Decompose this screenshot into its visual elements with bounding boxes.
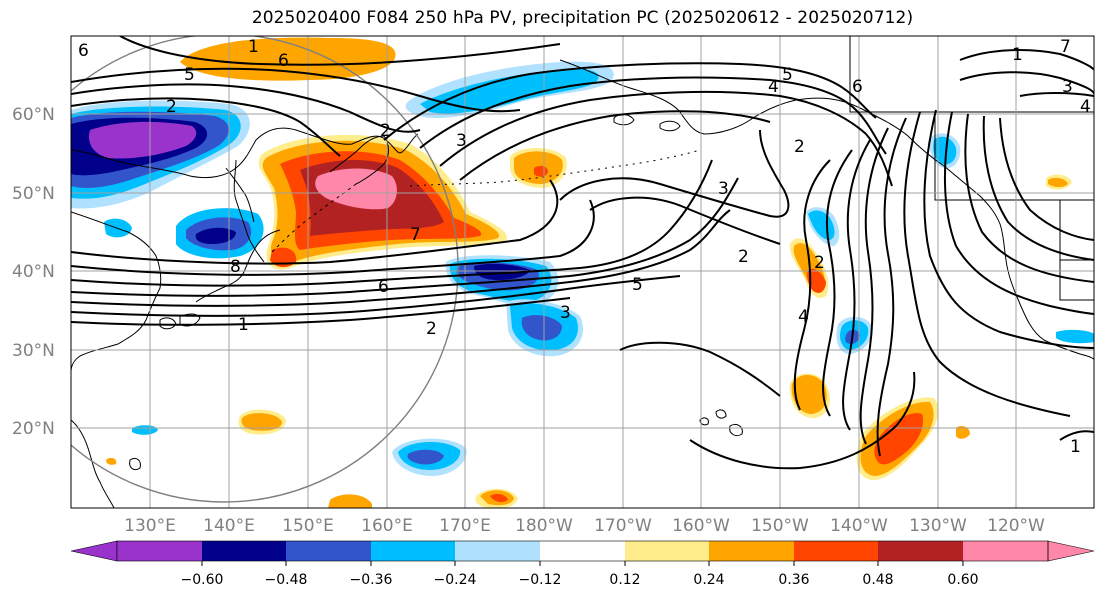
lon-label: 170°E bbox=[439, 516, 491, 536]
contour-label: 2 bbox=[814, 253, 825, 273]
contour-label: 5 bbox=[782, 65, 793, 85]
lon-label: 140°W bbox=[830, 516, 888, 536]
lon-label: 180°W bbox=[515, 516, 573, 536]
lon-label: 150°E bbox=[282, 516, 334, 536]
colorbar-tick: −0.36 bbox=[350, 572, 393, 588]
lon-label: 130°W bbox=[909, 516, 967, 536]
contour-label: 4 bbox=[1080, 97, 1091, 117]
colorbar-tick: −0.12 bbox=[519, 572, 562, 588]
contour-label: 2 bbox=[380, 121, 391, 141]
contour-label: 4 bbox=[798, 307, 809, 327]
contour-label: 3 bbox=[560, 303, 571, 323]
colorbar-tick: 0.24 bbox=[693, 572, 724, 588]
contour-label: 6 bbox=[852, 77, 863, 97]
contour-label: 6 bbox=[278, 51, 289, 71]
colorbar-tick: 0.48 bbox=[862, 572, 893, 588]
colorbar-segment bbox=[286, 541, 371, 561]
lon-label: 140°E bbox=[203, 516, 255, 536]
contour-label: 6 bbox=[78, 41, 89, 61]
pv-contour-labels: 1 6 5 2 2 3 4 5 6 7 2 3 6 1 2 8 6 5 3 2 … bbox=[78, 37, 1091, 457]
lon-label: 120°W bbox=[987, 516, 1045, 536]
colorbar-segment bbox=[878, 541, 963, 561]
lat-label: 20°N bbox=[12, 419, 55, 439]
lat-label: 50°N bbox=[12, 184, 55, 204]
colorbar-segment bbox=[371, 541, 455, 561]
lat-label: 60°N bbox=[12, 105, 55, 125]
longitude-labels: 130°E 140°E 150°E 160°E 170°E 180°W 170°… bbox=[124, 516, 1045, 536]
political-borders bbox=[849, 36, 1094, 301]
colorbar-segment bbox=[202, 541, 286, 561]
colorbar: −0.60 −0.48 −0.36 −0.24 −0.12 0.12 0.24 … bbox=[70, 540, 1095, 588]
contour-label: 8 bbox=[230, 257, 241, 277]
colorbar-segment bbox=[540, 541, 625, 561]
contour-label: 2 bbox=[166, 97, 177, 117]
lon-label: 130°E bbox=[124, 516, 176, 536]
contour-label: 5 bbox=[632, 275, 643, 295]
contour-label: 4 bbox=[768, 77, 779, 97]
contour-label: 3 bbox=[1062, 77, 1073, 97]
contour-label: 5 bbox=[184, 65, 195, 85]
lon-label: 160°W bbox=[672, 516, 730, 536]
lon-label: 150°W bbox=[751, 516, 809, 536]
colorbar-segment bbox=[963, 541, 1048, 561]
colorbar-extend-high bbox=[1047, 540, 1095, 562]
colorbar-segment bbox=[794, 541, 878, 561]
pv-contours bbox=[71, 36, 1094, 470]
colorbar-tick: −0.48 bbox=[265, 572, 308, 588]
colorbar-segment bbox=[117, 541, 202, 561]
map-frame bbox=[70, 35, 1095, 509]
lon-label: 160°E bbox=[361, 516, 413, 536]
colorbar-extend-low bbox=[70, 540, 118, 562]
contour-label: 1 bbox=[238, 315, 249, 335]
contour-label: 7 bbox=[1060, 37, 1071, 57]
latitude-labels: 60°N 50°N 40°N 30°N 20°N bbox=[12, 105, 55, 439]
colorbar-segment bbox=[455, 541, 540, 561]
contour-label: 7 bbox=[410, 225, 421, 245]
colorbar-tick: −0.24 bbox=[434, 572, 477, 588]
contour-label: 2 bbox=[738, 247, 749, 267]
colorbar-tick: 0.36 bbox=[778, 572, 809, 588]
colorbar-tick: −0.60 bbox=[181, 572, 224, 588]
colorbar-frame bbox=[116, 540, 1049, 562]
contour-label: 6 bbox=[378, 277, 389, 297]
contour-label: 1 bbox=[1012, 45, 1023, 65]
map-title: 2025020400 F084 250 hPa PV, precipitatio… bbox=[251, 8, 914, 28]
contour-label: 3 bbox=[718, 179, 729, 199]
contour-label: 1 bbox=[1070, 437, 1081, 457]
contour-label: 1 bbox=[248, 37, 259, 57]
contour-label: 2 bbox=[426, 319, 437, 339]
range-circle bbox=[71, 36, 459, 503]
colorbar-segment bbox=[709, 541, 794, 561]
contour-label: 3 bbox=[456, 131, 467, 151]
colorbar-tick: 0.60 bbox=[947, 572, 978, 588]
lat-label: 30°N bbox=[12, 341, 55, 361]
contour-label: 2 bbox=[794, 137, 805, 157]
lat-label: 40°N bbox=[12, 262, 55, 282]
lon-label: 170°W bbox=[594, 516, 652, 536]
colorbar-tick: 0.12 bbox=[609, 572, 640, 588]
colorbar-segment bbox=[625, 541, 709, 561]
